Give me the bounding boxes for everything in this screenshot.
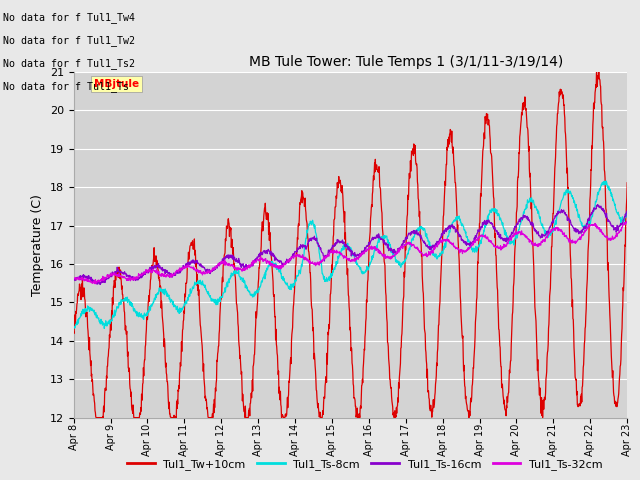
Y-axis label: Temperature (C): Temperature (C) <box>31 194 44 296</box>
Text: No data for f Tul1_Ts2: No data for f Tul1_Ts2 <box>3 58 135 69</box>
Legend: Tul1_Tw+10cm, Tul1_Ts-8cm, Tul1_Ts-16cm, Tul1_Ts-32cm: Tul1_Tw+10cm, Tul1_Ts-8cm, Tul1_Ts-16cm,… <box>122 455 607 474</box>
Title: MB Tule Tower: Tule Temps 1 (3/1/11-3/19/14): MB Tule Tower: Tule Temps 1 (3/1/11-3/19… <box>248 56 563 70</box>
Text: No data for f Tul1_Tw4: No data for f Tul1_Tw4 <box>3 12 135 23</box>
Text: No data for f Tul1_Ts: No data for f Tul1_Ts <box>3 81 129 92</box>
Text: MBjtule: MBjtule <box>94 79 139 89</box>
Text: No data for f Tul1_Tw2: No data for f Tul1_Tw2 <box>3 35 135 46</box>
